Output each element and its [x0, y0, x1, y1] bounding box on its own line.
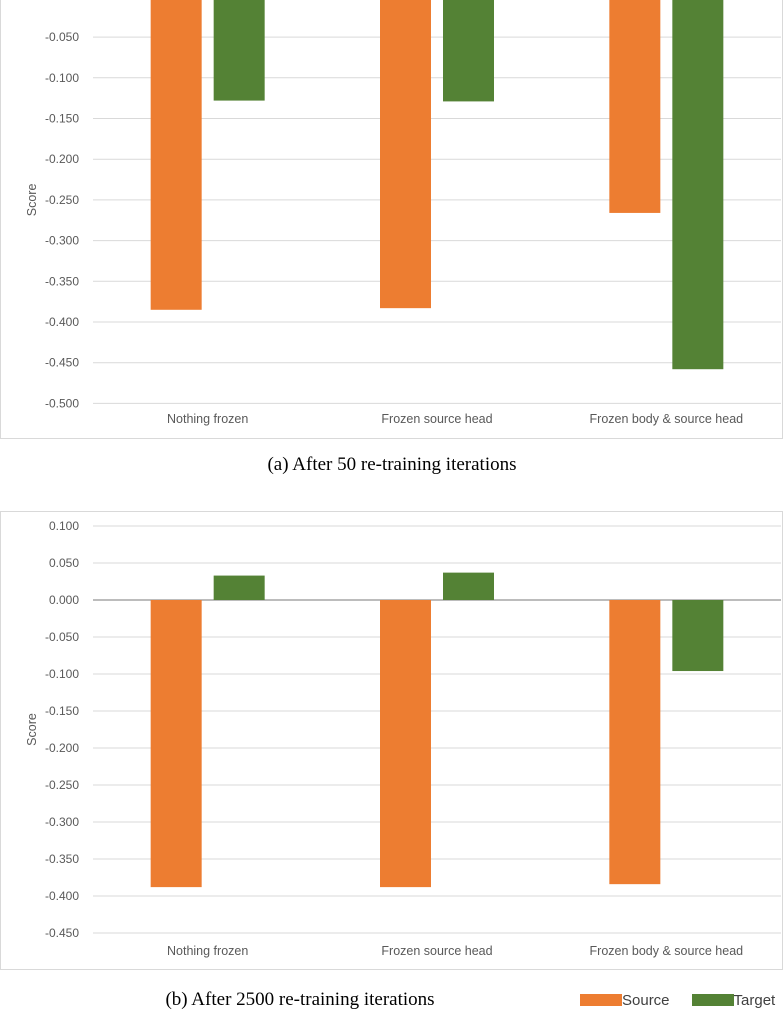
- y-tick-label: -0.400: [45, 889, 79, 903]
- y-tick-label: -0.400: [45, 315, 79, 329]
- legend-label-target: Target: [733, 991, 776, 1009]
- chart-a-frame: -0.050 -0.100 -0.150 -0.200 -0.250 -0.300 -0.3…: [0, 0, 783, 439]
- y-axis-title: Score: [25, 184, 39, 217]
- y-tick-label: -0.450: [45, 926, 79, 940]
- x-category-label: Frozen body & source head: [590, 412, 744, 426]
- y-tick-label: -0.150: [45, 112, 79, 126]
- y-tick-label: -0.250: [45, 778, 79, 792]
- x-category-label: Frozen source head: [381, 944, 492, 958]
- bar-target-2: [443, 0, 494, 102]
- bar-source-3: [609, 0, 661, 213]
- y-tick-label: -0.250: [45, 193, 79, 207]
- y-tick-label: -0.050: [45, 630, 79, 644]
- bar-target-3: [672, 0, 724, 370]
- y-tick-label: -0.300: [45, 234, 79, 248]
- chart-b-frame: 0.100 0.050 0.000 -0.050 -0.100 -0.150 -0.200 -…: [0, 511, 783, 970]
- y-tick-label: -0.150: [45, 704, 79, 718]
- chart-b-caption: (b) After 2500 re-training iterations: [165, 989, 435, 1010]
- y-tick-label: 0.050: [49, 556, 79, 570]
- legend-item-target: Target: [691, 991, 776, 1009]
- y-axis-title: Score: [25, 713, 39, 746]
- bar-source-1: [150, 0, 202, 310]
- x-category-label: Nothing frozen: [167, 944, 248, 958]
- legend-swatch-source: [580, 994, 622, 1006]
- y-tick-label: -0.450: [45, 356, 79, 370]
- y-tick-label: -0.500: [45, 396, 79, 410]
- bar-target-2: [443, 572, 494, 600]
- bar-target-1: [213, 575, 265, 600]
- bar-source-2: [380, 600, 431, 888]
- chart-legend: Source Target: [580, 988, 781, 1012]
- y-tick-label: -0.350: [45, 852, 79, 866]
- y-tick-label: -0.100: [45, 71, 79, 85]
- bar-source-2: [380, 0, 431, 309]
- y-tick-label: -0.050: [45, 30, 79, 44]
- legend-swatch-target: [691, 994, 734, 1006]
- chart-b: 0.100 0.050 0.000 -0.050 -0.100 -0.150 -0.200 -…: [25, 519, 781, 958]
- chart-a-caption: (a) After 50 re-training iterations: [267, 454, 517, 475]
- y-tick-label: -0.200: [45, 741, 79, 755]
- chart-a: -0.050 -0.100 -0.150 -0.200 -0.250 -0.300 -0.3…: [25, 0, 781, 426]
- bar-target-1: [213, 0, 265, 101]
- y-tick-label: 0.000: [49, 593, 79, 607]
- y-tick-label: 0.100: [49, 519, 79, 533]
- y-tick-label: -0.350: [45, 274, 79, 288]
- y-tick-label: -0.200: [45, 152, 79, 166]
- bar-source-1: [150, 600, 202, 888]
- legend-item-source: Source: [580, 992, 670, 1009]
- legend-label-source: Source: [622, 991, 670, 1009]
- bar-source-3: [609, 600, 661, 885]
- y-tick-label: -0.100: [45, 667, 79, 681]
- x-category-label: Frozen body & source head: [590, 944, 744, 958]
- bar-target-3: [672, 600, 724, 672]
- x-category-label: Nothing frozen: [167, 412, 248, 426]
- x-category-label: Frozen source head: [381, 412, 492, 426]
- y-tick-label: -0.300: [45, 815, 79, 829]
